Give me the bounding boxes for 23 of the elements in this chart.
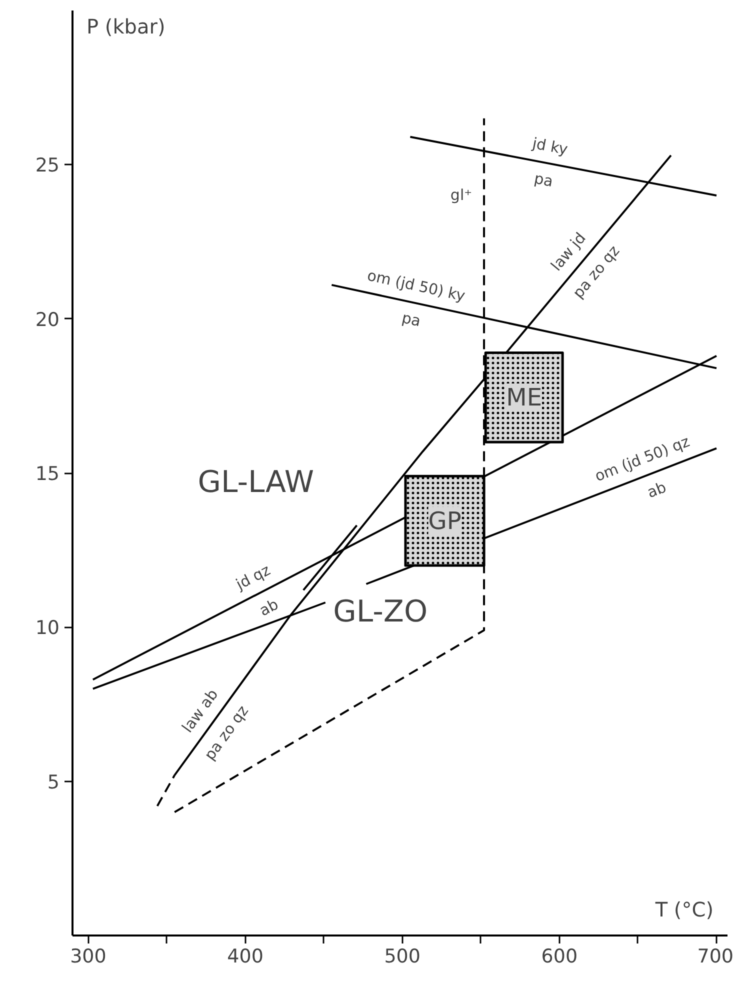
- series-label: GP: [428, 506, 462, 535]
- series-label: ME: [506, 383, 542, 412]
- y-tick-label: 20: [35, 308, 60, 331]
- x-tick-label: 700: [697, 946, 733, 968]
- annotation: om (jd 50) ky pa: [366, 266, 467, 330]
- y-tick-label: 5: [47, 771, 60, 794]
- x-tick-label: 400: [227, 946, 264, 968]
- series-label: gl⁺: [450, 186, 472, 204]
- y-tick-label: 25: [35, 154, 60, 177]
- annotation: om (jd 50) qz ab: [592, 432, 692, 502]
- y-axis-title: P (kbar): [86, 14, 166, 38]
- x-tick-label: 500: [384, 946, 420, 968]
- annotation: law jd pa zo qz: [547, 229, 624, 302]
- annotation: jd qz ab: [232, 560, 282, 620]
- annotation: law ab pa zo qz: [178, 686, 252, 764]
- x-axis-title: T (°C): [654, 898, 714, 922]
- y-tick-label: 15: [35, 463, 60, 485]
- annotation: GL-LAW: [198, 464, 314, 500]
- annotation: GL-ZO: [333, 594, 428, 630]
- x-tick-label: 300: [70, 946, 106, 968]
- x-tick-label: 600: [541, 946, 578, 968]
- annotation: jd ky pa: [530, 134, 570, 191]
- y-tick-label: 10: [35, 617, 60, 640]
